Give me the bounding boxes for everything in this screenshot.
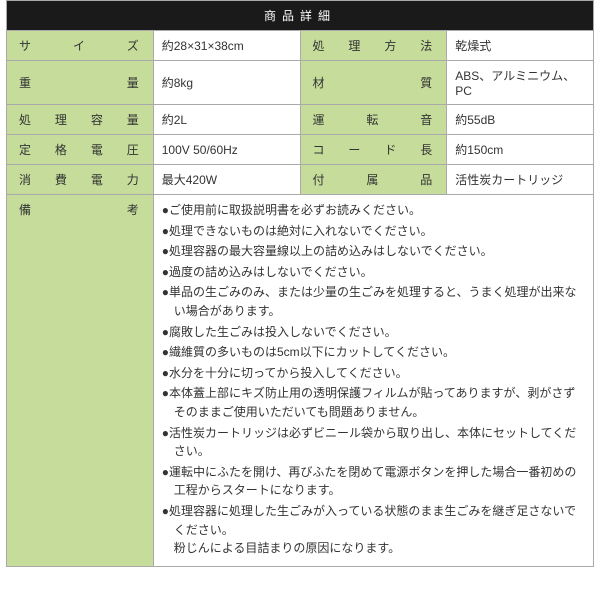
value-method: 乾燥式 bbox=[447, 31, 594, 61]
note-item: ●本体蓋上部にキズ防止用の透明保護フィルムが貼ってありますが、剥がさずそのままご… bbox=[162, 384, 585, 421]
note-item: ●処理容器の最大容量線以上の詰め込みはしないでください。 bbox=[162, 242, 585, 261]
label-voltage: 定格電圧 bbox=[7, 135, 154, 165]
table-header-row: 商品詳細 bbox=[7, 1, 594, 31]
label-power: 消費電力 bbox=[7, 165, 154, 195]
note-item: ●腐敗した生ごみは投入しないでください。 bbox=[162, 323, 585, 342]
value-capacity: 約2L bbox=[153, 105, 300, 135]
value-voltage: 100V 50/60Hz bbox=[153, 135, 300, 165]
product-spec-table: 商品詳細 サイズ 約28×31×38cm 処理方法 乾燥式 重 量 約8kg 材… bbox=[6, 0, 594, 567]
label-cord: コード長 bbox=[300, 135, 447, 165]
notes-list: ●ご使用前に取扱説明書を必ずお読みください。 ●処理できないものは絶対に入れないで… bbox=[162, 201, 585, 558]
note-item: ●ご使用前に取扱説明書を必ずお読みください。 bbox=[162, 201, 585, 220]
value-material: ABS、アルミニウム、PC bbox=[447, 61, 594, 105]
label-size: サイズ bbox=[7, 31, 154, 61]
value-power: 最大420W bbox=[153, 165, 300, 195]
label-method: 処理方法 bbox=[300, 31, 447, 61]
value-weight: 約8kg bbox=[153, 61, 300, 105]
note-item: ●単品の生ごみのみ、または少量の生ごみを処理すると、うまく処理が出来ない場合があ… bbox=[162, 283, 585, 320]
note-item: ●処理できないものは絶対に入れないでください。 bbox=[162, 222, 585, 241]
label-capacity: 処理容量 bbox=[7, 105, 154, 135]
spec-row: 消費電力 最大420W 付属品 活性炭カートリッジ bbox=[7, 165, 594, 195]
note-item: ●過度の詰め込みはしないでください。 bbox=[162, 263, 585, 282]
label-material: 材 質 bbox=[300, 61, 447, 105]
table-title: 商品詳細 bbox=[7, 1, 594, 31]
note-item: ●運転中にふたを開け、再びふたを閉めて電源ボタンを押した場合一番初めの工程からス… bbox=[162, 463, 585, 500]
note-item: ●活性炭カートリッジは必ずビニール袋から取り出し、本体にセットしてください。 bbox=[162, 424, 585, 461]
spec-row: 処理容量 約2L 運転音 約55dB bbox=[7, 105, 594, 135]
note-item: ●処理容器に処理した生ごみが入っている状態のまま生ごみを継ぎ足さないでください。… bbox=[162, 502, 585, 558]
spec-row: 重 量 約8kg 材 質 ABS、アルミニウム、PC bbox=[7, 61, 594, 105]
value-cord: 約150cm bbox=[447, 135, 594, 165]
note-item: ●繊維質の多いものは5cm以下にカットしてください。 bbox=[162, 343, 585, 362]
spec-row: 定格電圧 100V 50/60Hz コード長 約150cm bbox=[7, 135, 594, 165]
note-item: ●水分を十分に切ってから投入してください。 bbox=[162, 364, 585, 383]
value-noise: 約55dB bbox=[447, 105, 594, 135]
remarks-cell: ●ご使用前に取扱説明書を必ずお読みください。 ●処理できないものは絶対に入れないで… bbox=[153, 195, 593, 567]
spec-row: サイズ 約28×31×38cm 処理方法 乾燥式 bbox=[7, 31, 594, 61]
value-accessory: 活性炭カートリッジ bbox=[447, 165, 594, 195]
value-size: 約28×31×38cm bbox=[153, 31, 300, 61]
label-accessory: 付属品 bbox=[300, 165, 447, 195]
remarks-row: 備 考 ●ご使用前に取扱説明書を必ずお読みください。 ●処理できないものは絶対に入… bbox=[7, 195, 594, 567]
label-remarks: 備 考 bbox=[7, 195, 154, 567]
label-noise: 運転音 bbox=[300, 105, 447, 135]
label-weight: 重 量 bbox=[7, 61, 154, 105]
